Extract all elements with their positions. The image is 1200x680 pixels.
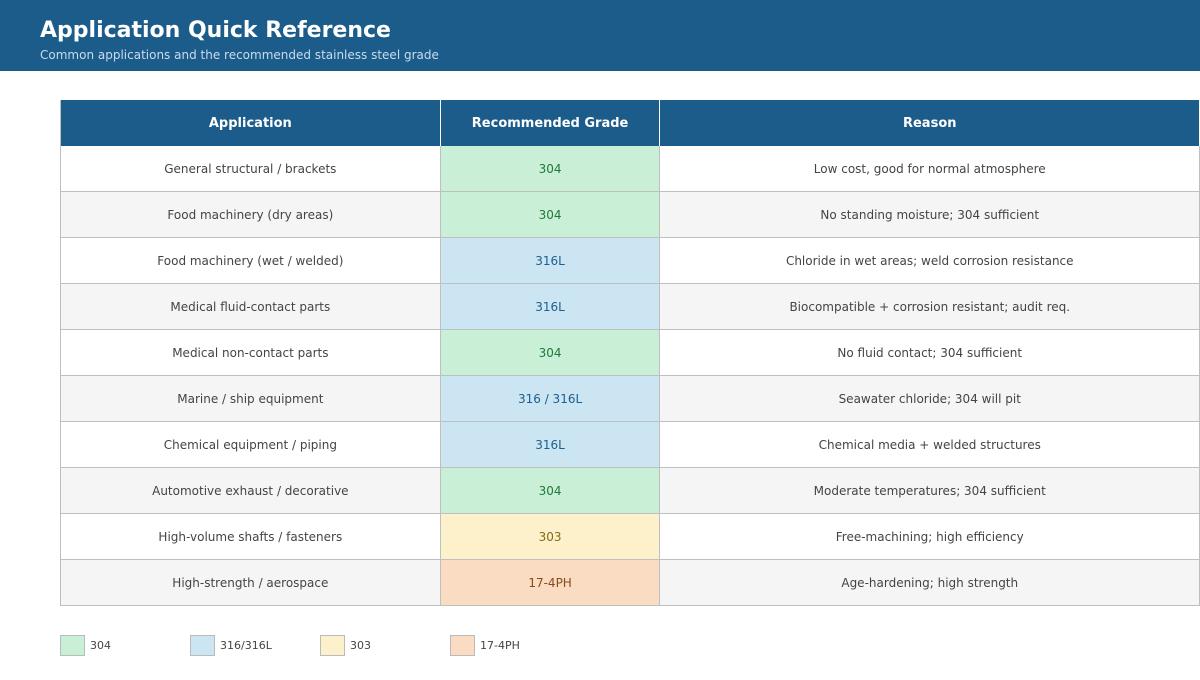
cell-grade: 316L (440, 238, 661, 283)
cell-reason: Age-hardening; high strength (660, 560, 1200, 605)
cell-grade: 304 (440, 468, 661, 513)
table-row: High-volume shafts / fasteners 303 Free-ma… (61, 514, 1200, 560)
cell-grade: 304 (440, 146, 661, 191)
cell-application: Automotive exhaust / decorative (61, 468, 441, 513)
column-header-application: Application (61, 100, 441, 146)
cell-application: Marine / ship equipment (61, 376, 441, 421)
cell-reason: Biocompatible + corrosion resistant; aud… (660, 284, 1200, 329)
table-header: Application Recommended Grade Reason (61, 100, 1200, 146)
cell-grade: 316L (440, 422, 661, 467)
cell-application: High-strength / aerospace (61, 560, 441, 605)
table-body: General structural / brackets 304 Low cost… (61, 146, 1200, 606)
legend-swatch (60, 634, 85, 656)
cell-reason: Moderate temperatures; 304 sufficient (660, 468, 1200, 513)
cell-grade: 303 (440, 514, 661, 559)
legend-swatch (190, 634, 215, 656)
cell-application: High-volume shafts / fasteners (61, 514, 441, 559)
legend-label: 303 (350, 638, 371, 652)
page-header: Application Quick Reference Common appli… (0, 0, 1200, 71)
cell-reason: Chloride in wet areas; weld corrosion re… (660, 238, 1200, 283)
cell-reason: Free-machining; high efficiency (660, 514, 1200, 559)
cell-reason: No fluid contact; 304 sufficient (660, 330, 1200, 375)
cell-application: Food machinery (dry areas) (61, 192, 441, 237)
legend-item: 304 (60, 634, 111, 656)
table-row: General structural / brackets 304 Low cost… (61, 146, 1200, 192)
cell-application: Medical non-contact parts (61, 330, 441, 375)
cell-grade: 316 / 316L (440, 376, 661, 421)
column-header-reason: Reason (660, 100, 1200, 146)
legend-label: 316/316L (220, 638, 272, 652)
reference-table: Application Recommended Grade Reason Gen… (60, 100, 1200, 606)
legend-swatch (320, 634, 345, 656)
cell-reason: No standing moisture; 304 sufficient (660, 192, 1200, 237)
cell-application: Medical fluid-contact parts (61, 284, 441, 329)
cell-grade: 304 (440, 192, 661, 237)
table-row: Food machinery (wet / welded) 316L Chlorid… (61, 238, 1200, 284)
table-row: Medical non-contact parts 304 No fluid con… (61, 330, 1200, 376)
legend-swatch (450, 634, 475, 656)
table-row: High-strength / aerospace 17-4PH Age-harde… (61, 560, 1200, 606)
table-row: Marine / ship equipment 316 / 316L Seawate… (61, 376, 1200, 422)
legend-label: 17-4PH (480, 638, 520, 652)
legend-item: 17-4PH (450, 634, 520, 656)
column-header-grade: Recommended Grade (441, 100, 661, 146)
cell-application: General structural / brackets (61, 146, 441, 191)
table-row: Chemical equipment / piping 316L Chemical … (61, 422, 1200, 468)
cell-application: Chemical equipment / piping (61, 422, 441, 467)
page-subtitle: Common applications and the recommended … (40, 48, 439, 62)
cell-reason: Seawater chloride; 304 will pit (660, 376, 1200, 421)
table-row: Food machinery (dry areas) 304 No standing… (61, 192, 1200, 238)
legend-label: 304 (90, 638, 111, 652)
cell-reason: Chemical media + welded structures (660, 422, 1200, 467)
table-row: Medical fluid-contact parts 316L Biocompat… (61, 284, 1200, 330)
table-row: Automotive exhaust / decorative 304 Modera… (61, 468, 1200, 514)
legend-item: 303 (320, 634, 371, 656)
cell-grade: 17-4PH (440, 560, 661, 605)
cell-reason: Low cost, good for normal atmosphere (660, 146, 1200, 191)
cell-application: Food machinery (wet / welded) (61, 238, 441, 283)
cell-grade: 316L (440, 284, 661, 329)
legend-item: 316/316L (190, 634, 272, 656)
grade-legend: 304 316/316L 303 17-4PH (60, 634, 660, 656)
page-title: Application Quick Reference (40, 18, 391, 43)
cell-grade: 304 (440, 330, 661, 375)
